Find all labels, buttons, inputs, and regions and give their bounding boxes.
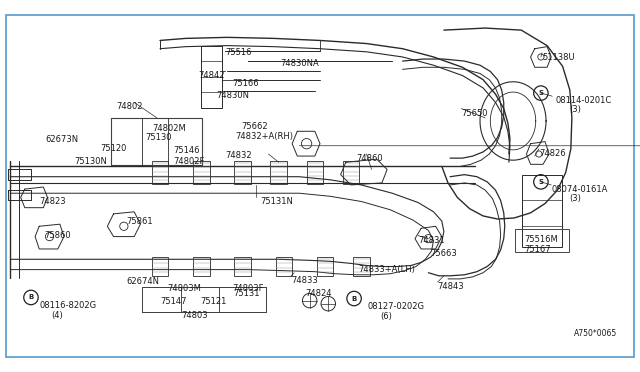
Bar xyxy=(111,118,202,166)
Text: 08074-0161A: 08074-0161A xyxy=(551,185,607,194)
Bar xyxy=(234,257,251,276)
Text: (3): (3) xyxy=(569,106,580,115)
Text: B: B xyxy=(28,295,33,301)
Text: 75167: 75167 xyxy=(524,245,551,254)
Text: 74803M: 74803M xyxy=(167,284,201,293)
Text: 08127-0202G: 08127-0202G xyxy=(367,302,424,311)
Text: A750*0065: A750*0065 xyxy=(574,330,617,339)
Text: 74833+A(LH): 74833+A(LH) xyxy=(358,266,415,275)
Bar xyxy=(152,257,168,276)
Text: 75166: 75166 xyxy=(232,78,259,88)
Text: 75516: 75516 xyxy=(225,48,252,57)
Text: 74803: 74803 xyxy=(182,311,208,320)
Text: 74842: 74842 xyxy=(198,71,225,80)
Text: 75650: 75650 xyxy=(461,109,488,118)
Text: S: S xyxy=(538,179,543,185)
Bar xyxy=(143,287,266,312)
Bar xyxy=(111,118,202,166)
Text: 74823: 74823 xyxy=(39,198,66,206)
Text: 74860: 74860 xyxy=(356,154,383,163)
Text: (3): (3) xyxy=(569,194,580,203)
Text: 74832: 74832 xyxy=(225,151,252,160)
Bar xyxy=(317,257,333,276)
Text: 62674N: 62674N xyxy=(126,277,159,286)
Bar xyxy=(276,257,292,276)
Text: 74802M: 74802M xyxy=(153,124,186,133)
Text: 08116-8202G: 08116-8202G xyxy=(39,301,97,310)
Text: 75146: 75146 xyxy=(173,146,200,155)
Bar xyxy=(342,161,359,184)
Text: 08114-0201C: 08114-0201C xyxy=(556,96,612,105)
Text: 75131: 75131 xyxy=(234,289,260,298)
Text: 74802F: 74802F xyxy=(173,157,205,166)
Text: 74830N: 74830N xyxy=(217,91,250,100)
Bar xyxy=(143,287,266,312)
Text: 74826: 74826 xyxy=(539,149,566,158)
Text: 51138U: 51138U xyxy=(542,53,575,62)
Text: 74802: 74802 xyxy=(116,102,143,111)
Text: (6): (6) xyxy=(380,312,392,321)
Text: 75131N: 75131N xyxy=(260,198,293,206)
Text: 74843: 74843 xyxy=(438,282,464,291)
Bar xyxy=(234,161,251,184)
Bar xyxy=(307,161,323,184)
Bar xyxy=(515,230,569,252)
Text: 74832+A(RH): 74832+A(RH) xyxy=(236,132,293,141)
Text: 74833: 74833 xyxy=(291,276,318,285)
Text: B: B xyxy=(351,295,356,302)
Text: 74830NA: 74830NA xyxy=(281,59,319,68)
Text: (4): (4) xyxy=(52,311,63,320)
Text: 74824: 74824 xyxy=(305,289,332,298)
Bar xyxy=(271,161,287,184)
Text: 75121: 75121 xyxy=(200,298,227,307)
Bar xyxy=(193,257,209,276)
Text: 74803F: 74803F xyxy=(232,284,264,293)
Text: 75130N: 75130N xyxy=(74,157,107,166)
Text: 75130: 75130 xyxy=(145,133,172,142)
Bar xyxy=(152,161,168,184)
Text: 75120: 75120 xyxy=(100,144,127,153)
Text: 75662: 75662 xyxy=(241,122,268,131)
Text: 75516M: 75516M xyxy=(524,234,558,244)
Text: 75147: 75147 xyxy=(160,298,186,307)
Bar xyxy=(353,257,369,276)
Bar xyxy=(522,174,561,247)
Text: 75860: 75860 xyxy=(44,231,71,240)
Text: 75663: 75663 xyxy=(431,249,457,258)
Text: 75861: 75861 xyxy=(126,217,152,226)
Text: 74831: 74831 xyxy=(418,235,445,244)
Text: S: S xyxy=(538,90,543,96)
Text: 62673N: 62673N xyxy=(45,135,79,144)
Bar xyxy=(193,161,209,184)
